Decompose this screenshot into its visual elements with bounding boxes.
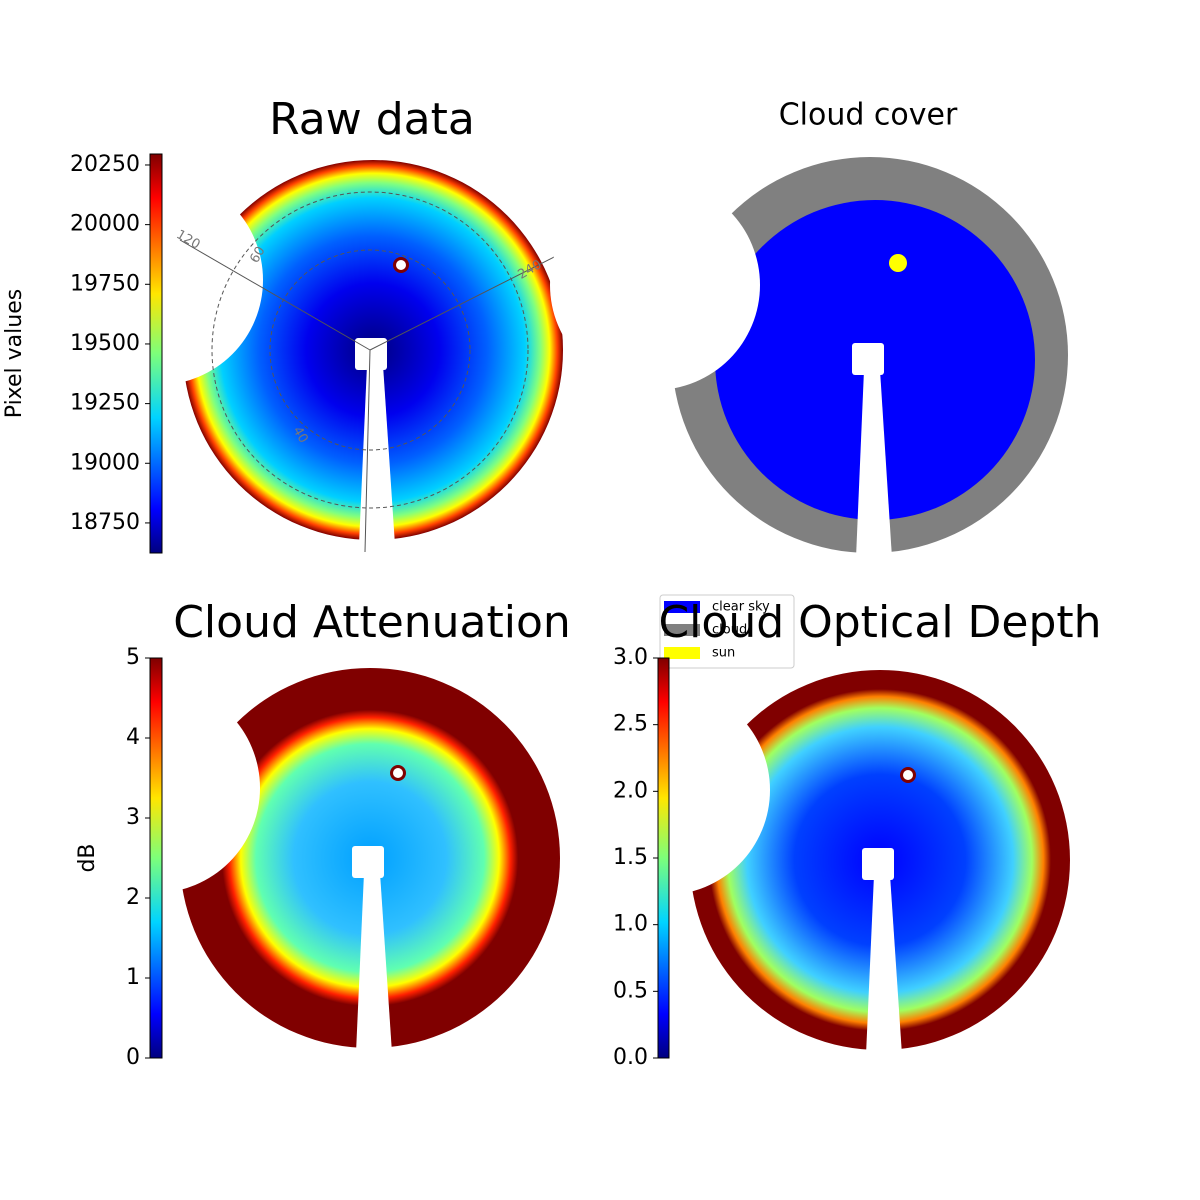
- colorbar-tick-label: 1.0: [613, 912, 648, 937]
- obstruction: [550, 180, 760, 390]
- panel: Cloud Optical Depth 0.0 0.5 1.0 1.5 2.0 2.5 3.0: [560, 597, 1102, 1070]
- colorbar-tick-label: 3.0: [613, 645, 648, 670]
- polar-spoke: [179, 239, 371, 351]
- pole: [359, 365, 395, 545]
- colorbar-tick-label: 5: [126, 645, 140, 670]
- legend-label: clear sky: [712, 600, 770, 615]
- sun: [889, 254, 907, 272]
- colorbar-tick-label: 2.5: [613, 712, 648, 737]
- panel-title: Cloud cover: [779, 98, 958, 133]
- colorbar: [149, 153, 163, 554]
- legend-label: cloud: [712, 623, 747, 638]
- colorbar-label: Pixel values: [2, 289, 27, 418]
- colorbar: [657, 657, 670, 1059]
- pole: [866, 875, 902, 1055]
- panel-title: Cloud Attenuation: [173, 597, 571, 648]
- colorbar-tick-label: 20000: [70, 212, 140, 237]
- colorbar-tick-label: 19000: [70, 450, 140, 475]
- polar-spoke: [364, 349, 371, 553]
- polar-ring: [269, 249, 471, 451]
- pole-box: [355, 338, 387, 370]
- colorbar-tick-label: 1.5: [613, 845, 648, 870]
- pole-box: [852, 343, 884, 375]
- polar-spoke: [369, 247, 573, 351]
- colorbar-tick-label: 19250: [70, 391, 140, 416]
- panel: Cloud Attenuation 0 1 2 3 4 5 dB: [50, 597, 571, 1070]
- pole: [856, 370, 892, 558]
- colorbar-tick-label: 2: [126, 885, 140, 910]
- colorbar-tick-label: 1: [126, 965, 140, 990]
- pole: [356, 873, 392, 1053]
- colorbar-tick-label: 20250: [70, 152, 140, 177]
- panel: Raw data12060240401875019000192501950019…: [2, 94, 573, 554]
- polar-label: 60: [247, 244, 268, 266]
- panel-title: Raw data: [269, 94, 475, 145]
- colorbar: [149, 657, 163, 1059]
- sun-core: [393, 768, 403, 778]
- colorbar-tick-label: 0: [126, 1045, 140, 1070]
- colorbar-tick-label: 0.5: [613, 978, 648, 1003]
- pole-box: [352, 846, 384, 878]
- colorbar-tick-label: 19500: [70, 331, 140, 356]
- legend-label: sun: [712, 646, 735, 661]
- panel-title: Cloud Optical Depth: [658, 597, 1101, 648]
- colorbar-tick-label: 2.0: [613, 778, 648, 803]
- sun-core: [396, 260, 406, 270]
- pole-box: [862, 848, 894, 880]
- panel: Cloud cover: [550, 98, 1068, 558]
- colorbar-tick-label: 3: [126, 805, 140, 830]
- colorbar-label: dB: [75, 843, 100, 872]
- legend-swatch: [664, 647, 700, 659]
- sun-core: [903, 770, 913, 780]
- colorbar-tick-label: 0.0: [613, 1045, 648, 1070]
- polar-label: 40: [289, 424, 310, 446]
- legend: clear sky cloud sun: [659, 594, 795, 669]
- legend-swatch: [664, 624, 700, 636]
- colorbar-tick-label: 19750: [70, 271, 140, 296]
- polar-ring: [211, 191, 529, 509]
- colorbar-tick-label: 4: [126, 725, 140, 750]
- legend-swatch: [664, 601, 700, 613]
- colorbar-tick-label: 18750: [70, 510, 140, 535]
